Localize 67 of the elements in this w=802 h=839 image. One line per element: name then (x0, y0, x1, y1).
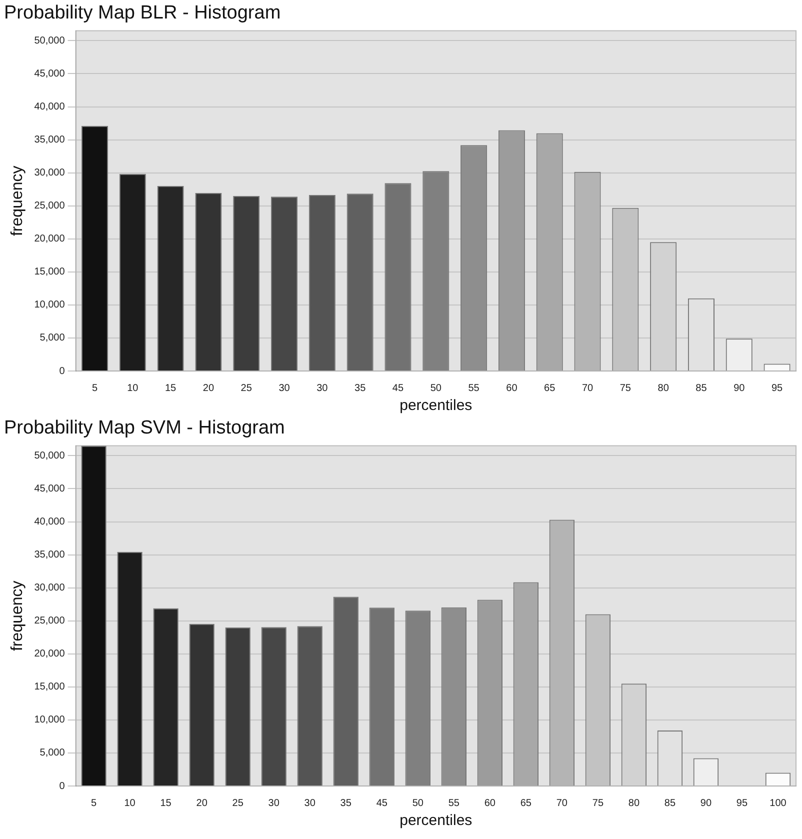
x-tick-label: 15 (164, 382, 177, 394)
y-tick-label: 25,000 (34, 616, 66, 627)
y-tick-label: 40,000 (34, 102, 66, 113)
x-tick-label: 30 (268, 798, 280, 809)
x-tick-label: 20 (202, 382, 214, 394)
x-tick-label: 70 (582, 382, 594, 394)
x-tick-label: 15 (160, 798, 172, 809)
y-tick-label: 25,000 (34, 200, 66, 212)
y-tick-label: 40,000 (34, 516, 66, 528)
y-tick-label: 35,000 (34, 550, 66, 561)
x-axis-title: percentiles (400, 812, 472, 830)
y-axis-title: frequency (9, 580, 26, 652)
chart-title: Probability Map SVM - Histogram (4, 418, 285, 439)
y-tick-label: 5,000 (40, 748, 66, 759)
x-tick-label: 10 (127, 382, 139, 394)
x-tick-label: 80 (658, 382, 670, 394)
x-tick-label: 30 (278, 382, 290, 394)
y-tick-label: 15,000 (34, 266, 66, 278)
x-tick-label: 100 (770, 798, 787, 809)
x-tick-label: 35 (354, 382, 366, 394)
x-tick-label: 50 (412, 798, 424, 809)
x-tick-label: 5 (92, 382, 98, 394)
x-tick-label: 30 (316, 382, 328, 394)
x-tick-label: 25 (232, 798, 244, 809)
y-tick-label: 50,000 (34, 35, 66, 46)
y-tick-label: 10,000 (34, 300, 66, 311)
y-tick-label: 5,000 (40, 332, 66, 344)
x-tick-label: 50 (430, 382, 442, 394)
y-tick-label: 30,000 (34, 582, 66, 594)
y-axis-title: frequency (9, 166, 26, 236)
x-tick-label: 85 (664, 798, 676, 809)
x-tick-label: 35 (340, 798, 352, 809)
y-tick-label: 45,000 (34, 483, 66, 494)
x-tick-label: 95 (771, 382, 784, 394)
x-tick-label: 55 (468, 382, 480, 394)
x-tick-label: 95 (736, 798, 748, 809)
y-tick-label: 0 (59, 780, 66, 792)
x-tick-label: 85 (696, 382, 708, 394)
x-tick-label: 45 (376, 798, 388, 809)
y-tick-label: 30,000 (34, 168, 66, 179)
x-tick-label: 60 (506, 382, 518, 394)
y-tick-label: 45,000 (34, 68, 66, 80)
x-tick-label: 5 (91, 798, 98, 809)
y-tick-label: 35,000 (34, 134, 66, 146)
x-tick-label: 90 (734, 382, 746, 394)
y-tick-label: 0 (59, 366, 66, 377)
x-tick-label: 75 (592, 798, 604, 809)
y-tick-label: 10,000 (34, 714, 66, 726)
x-axis-title: percentiles (400, 397, 472, 414)
x-tick-label: 10 (124, 798, 136, 809)
y-tick-label: 15,000 (34, 682, 66, 693)
x-tick-label: 30 (304, 798, 316, 809)
x-tick-label: 55 (448, 798, 460, 809)
x-tick-label: 75 (620, 382, 632, 394)
y-tick-label: 20,000 (34, 234, 66, 245)
x-tick-label: 80 (628, 798, 640, 809)
x-tick-label: 65 (544, 382, 556, 394)
y-tick-label: 50,000 (34, 450, 66, 462)
x-tick-label: 45 (392, 382, 404, 394)
x-tick-label: 70 (556, 798, 568, 809)
x-tick-label: 60 (484, 798, 496, 809)
chart-title: Probability Map BLR - Histogram (4, 2, 281, 24)
x-tick-label: 20 (196, 798, 208, 809)
x-tick-label: 65 (520, 798, 532, 809)
y-tick-label: 20,000 (34, 648, 66, 660)
x-tick-label: 25 (240, 382, 252, 394)
x-tick-label: 90 (700, 798, 712, 809)
